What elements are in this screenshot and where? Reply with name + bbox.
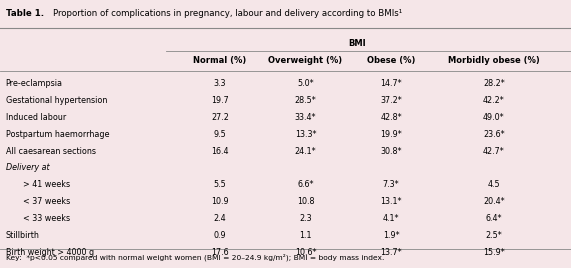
Text: All caesarean sections: All caesarean sections bbox=[6, 147, 96, 156]
Text: 7.3*: 7.3* bbox=[383, 180, 400, 189]
Text: 10.8: 10.8 bbox=[297, 197, 314, 206]
Text: 30.8*: 30.8* bbox=[380, 147, 402, 156]
Text: Postpartum haemorrhage: Postpartum haemorrhage bbox=[6, 130, 109, 139]
Text: 42.8*: 42.8* bbox=[380, 113, 402, 122]
Text: 4.5: 4.5 bbox=[488, 180, 500, 189]
Text: 37.2*: 37.2* bbox=[380, 96, 402, 105]
Text: 13.7*: 13.7* bbox=[380, 248, 402, 257]
Text: Obese (%): Obese (%) bbox=[367, 56, 415, 65]
Text: 6.6*: 6.6* bbox=[297, 180, 313, 189]
Text: Normal (%): Normal (%) bbox=[193, 56, 247, 65]
Text: 3.3: 3.3 bbox=[214, 79, 226, 88]
Text: 6.4*: 6.4* bbox=[486, 214, 502, 223]
Text: Birth weight > 4000 g: Birth weight > 4000 g bbox=[6, 248, 94, 257]
Text: 42.2*: 42.2* bbox=[483, 96, 505, 105]
Text: 2.5*: 2.5* bbox=[485, 231, 502, 240]
Text: 28.2*: 28.2* bbox=[483, 79, 505, 88]
Text: Key:  *p<0.05 compared with normal weight women (BMI = 20–24.9 kg/m²); BMI = bod: Key: *p<0.05 compared with normal weight… bbox=[6, 253, 384, 261]
Text: 5.0*: 5.0* bbox=[297, 79, 314, 88]
Text: 5.5: 5.5 bbox=[214, 180, 226, 189]
Text: Morbidly obese (%): Morbidly obese (%) bbox=[448, 56, 540, 65]
Text: 16.4: 16.4 bbox=[211, 147, 228, 156]
Text: > 41 weeks: > 41 weeks bbox=[23, 180, 70, 189]
Text: < 33 weeks: < 33 weeks bbox=[23, 214, 70, 223]
Text: Table 1.: Table 1. bbox=[6, 9, 44, 18]
Text: 10.6*: 10.6* bbox=[295, 248, 316, 257]
Text: 23.6*: 23.6* bbox=[483, 130, 505, 139]
Text: 33.4*: 33.4* bbox=[295, 113, 316, 122]
Text: 2.3: 2.3 bbox=[299, 214, 312, 223]
Text: 17.6: 17.6 bbox=[211, 248, 228, 257]
Text: Delivery at: Delivery at bbox=[6, 163, 49, 173]
Text: 49.0*: 49.0* bbox=[483, 113, 505, 122]
Text: Pre-eclampsia: Pre-eclampsia bbox=[6, 79, 63, 88]
Text: Gestational hypertension: Gestational hypertension bbox=[6, 96, 107, 105]
Text: 20.4*: 20.4* bbox=[483, 197, 505, 206]
Text: 13.3*: 13.3* bbox=[295, 130, 316, 139]
Text: 14.7*: 14.7* bbox=[380, 79, 402, 88]
Text: 1.1: 1.1 bbox=[299, 231, 312, 240]
Text: 15.9*: 15.9* bbox=[483, 248, 505, 257]
Text: 9.5: 9.5 bbox=[214, 130, 226, 139]
Text: Proportion of complications in pregnancy, labour and delivery according to BMIs¹: Proportion of complications in pregnancy… bbox=[53, 9, 402, 18]
Text: 4.1*: 4.1* bbox=[383, 214, 399, 223]
Text: 1.9*: 1.9* bbox=[383, 231, 400, 240]
Text: 19.9*: 19.9* bbox=[380, 130, 402, 139]
Text: BMI: BMI bbox=[348, 39, 365, 48]
Text: 0.9: 0.9 bbox=[214, 231, 226, 240]
Text: Overweight (%): Overweight (%) bbox=[268, 56, 343, 65]
Text: Stillbirth: Stillbirth bbox=[6, 231, 39, 240]
Text: Induced labour: Induced labour bbox=[6, 113, 66, 122]
Text: 19.7: 19.7 bbox=[211, 96, 229, 105]
Text: 13.1*: 13.1* bbox=[380, 197, 402, 206]
Text: 24.1*: 24.1* bbox=[295, 147, 316, 156]
Text: 2.4: 2.4 bbox=[214, 214, 226, 223]
Text: 10.9: 10.9 bbox=[211, 197, 228, 206]
Text: < 37 weeks: < 37 weeks bbox=[23, 197, 70, 206]
Text: 28.5*: 28.5* bbox=[295, 96, 316, 105]
Text: 42.7*: 42.7* bbox=[483, 147, 505, 156]
Text: 27.2: 27.2 bbox=[211, 113, 229, 122]
